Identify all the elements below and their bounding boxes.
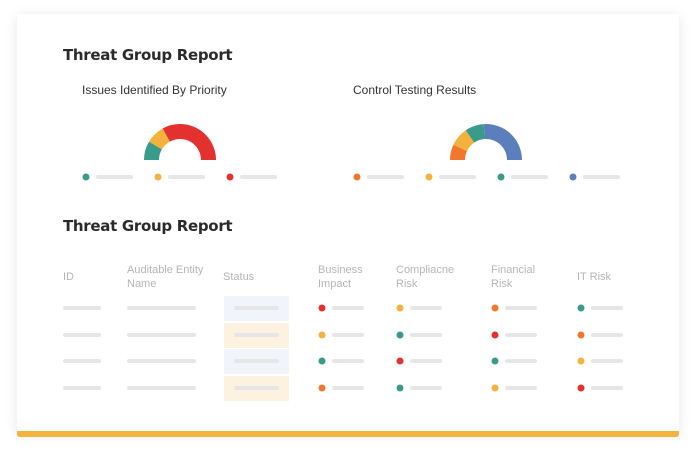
column-header: Business Impact <box>318 264 363 290</box>
risk-dot <box>318 384 326 392</box>
risk-dot <box>577 384 585 392</box>
risk-dot <box>491 357 499 365</box>
gauge-segment <box>144 141 162 160</box>
gauge-segment <box>453 130 475 152</box>
column-header: ID <box>63 271 74 283</box>
legend-dot <box>497 173 505 181</box>
risk-dot <box>491 384 499 392</box>
column-header: Auditable Entity Name <box>127 264 204 290</box>
risk-dot <box>577 357 585 365</box>
risk-dot <box>577 331 585 339</box>
risk-dot <box>491 331 499 339</box>
gauge-segment <box>149 128 170 150</box>
gauge-segment <box>450 144 467 160</box>
risk-dot <box>396 331 404 339</box>
accent-bar <box>17 431 679 437</box>
column-header: IT Risk <box>577 271 612 283</box>
gauge-segment <box>162 124 216 160</box>
risk-dot <box>318 331 326 339</box>
risk-dot <box>577 304 585 312</box>
column-header: Financial Risk <box>491 264 536 290</box>
risk-dot <box>318 304 326 312</box>
legend-dot <box>82 173 90 181</box>
risk-dot <box>396 304 404 312</box>
table-title: Threat Group Report <box>63 217 233 235</box>
legend-dot <box>226 173 234 181</box>
risk-dot <box>491 304 499 312</box>
gauge-title: Control Testing Results <box>353 83 477 97</box>
column-header: Compliacne Risk <box>396 264 455 290</box>
gauge-segment <box>483 124 522 160</box>
legend-dot <box>353 173 361 181</box>
report-title: Threat Group Report <box>63 46 233 64</box>
risk-dot <box>396 357 404 365</box>
risk-dot <box>318 357 326 365</box>
legend-dot <box>569 173 577 181</box>
legend-dot <box>425 173 433 181</box>
column-header: Status <box>223 271 255 283</box>
gauge-segment <box>465 124 485 143</box>
risk-dot <box>396 384 404 392</box>
legend-dot <box>154 173 162 181</box>
gauge-title: Issues Identified By Priority <box>82 83 227 97</box>
